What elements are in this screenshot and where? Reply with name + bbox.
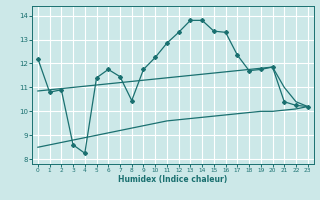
X-axis label: Humidex (Indice chaleur): Humidex (Indice chaleur) <box>118 175 228 184</box>
